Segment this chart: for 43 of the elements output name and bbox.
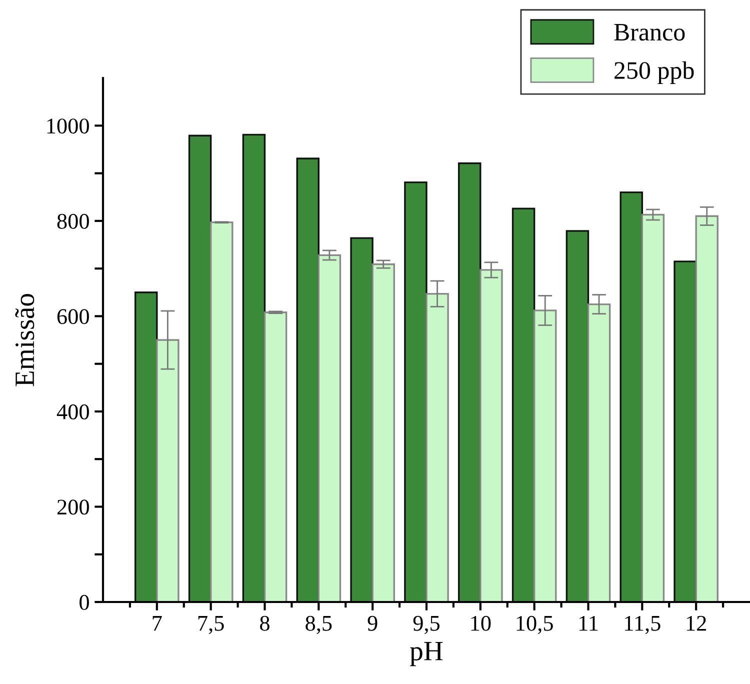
x-tick-label: 10	[471, 616, 491, 631]
x-tick-label: 9,5	[413, 616, 440, 634]
bar	[512, 208, 536, 602]
bar	[674, 260, 697, 602]
bar	[210, 222, 234, 602]
bar	[566, 230, 590, 602]
y-tick-label: 0	[80, 594, 89, 610]
y-tick-label: 200	[57, 500, 89, 515]
x-tick-label: 7	[152, 616, 162, 631]
x-tick-label: 11	[580, 616, 598, 631]
x-tick-label: 8	[260, 616, 270, 631]
x-tick-label: 9	[368, 616, 378, 631]
x-tick-label: 10,5	[516, 616, 553, 634]
bar	[134, 292, 158, 602]
bar	[620, 191, 643, 602]
bar	[242, 134, 266, 602]
bar	[404, 181, 428, 602]
bar	[480, 269, 503, 602]
bar	[156, 339, 180, 602]
bar	[372, 263, 395, 602]
legend-label: Branco	[614, 24, 685, 41]
bar	[458, 162, 482, 602]
x-tick-label: 11,5	[625, 616, 660, 634]
bar	[188, 134, 212, 602]
bar	[587, 303, 611, 602]
bar	[264, 312, 288, 602]
bar	[426, 292, 449, 602]
y-tick-label: 800	[57, 214, 89, 229]
y-tick-label: 400	[56, 404, 89, 420]
y-tick-label: 1000	[47, 118, 89, 134]
bar	[641, 214, 665, 602]
x-tick-label: 8,5	[306, 616, 332, 634]
bar	[296, 158, 320, 602]
legend-label: 250 ppb	[614, 61, 694, 84]
y-tick-label: 600	[57, 309, 89, 324]
bar	[695, 215, 718, 602]
x-tick-label: 7,5	[198, 616, 224, 634]
y-axis-title: Emissão	[15, 294, 34, 386]
x-axis-title: pH	[410, 642, 443, 666]
bar	[318, 254, 342, 602]
bar	[534, 310, 557, 602]
x-tick-label: 12	[686, 616, 706, 631]
bar	[350, 237, 374, 602]
